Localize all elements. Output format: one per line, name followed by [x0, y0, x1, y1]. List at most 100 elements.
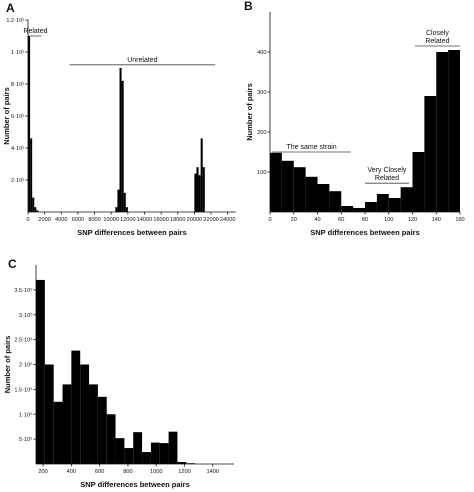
histogram-bar — [115, 438, 125, 464]
x-tick-label: 1400 — [207, 469, 219, 475]
x-tick-label: 20 — [291, 217, 297, 223]
annotation-label: Unrelated — [127, 57, 157, 64]
y-tick-label: 100 — [257, 170, 266, 176]
x-tick-label: 20000 — [187, 217, 203, 223]
histogram-bar — [293, 167, 306, 212]
y-tick-label: 6·10⁶ — [11, 113, 25, 120]
panel-c: C 200 400 600 800 1000 1200 1400 5·10⁵ 1·10⁶ 1.5·1… — [3, 257, 234, 489]
panel-a: A 0 2000 4000 6000 8000 10000 12000 14000 16000 18… — [2, 1, 236, 237]
x-tick-label: 1000 — [150, 469, 162, 475]
x-tick-label: 0 — [26, 217, 29, 223]
histogram-bar — [28, 36, 31, 212]
histogram-bar — [400, 187, 413, 212]
y-tick-label: 2.5·10⁶ — [14, 337, 32, 344]
histogram-bar — [341, 206, 354, 212]
x-tick-label: 14000 — [137, 217, 153, 223]
y-tick-label: 1·10⁶ — [19, 411, 33, 418]
y-axis-title: Number of pairs — [3, 336, 12, 394]
x-tick-label: 12000 — [120, 217, 136, 223]
x-tick-label: 8000 — [88, 217, 100, 223]
y-tick-label: 200 — [257, 130, 266, 136]
histogram-bar — [412, 152, 425, 212]
x-tick-label: 16000 — [153, 217, 169, 223]
annotation-label: The same strain — [286, 144, 336, 151]
x-tick-label: 600 — [95, 469, 104, 475]
histogram-bar — [133, 432, 143, 464]
histogram-bar — [53, 401, 63, 464]
histogram-bar — [168, 431, 178, 464]
histogram-bar — [270, 152, 282, 212]
histogram-bar — [194, 173, 197, 212]
histogram-bar — [424, 96, 437, 212]
histogram-bar — [32, 197, 35, 212]
x-tick-label: 800 — [123, 469, 132, 475]
histogram-bar — [448, 50, 461, 212]
histogram-bar — [125, 207, 128, 212]
x-tick-label: 40 — [314, 217, 320, 223]
x-axis-title: SNP differences between pairs — [310, 228, 420, 237]
histogram-bar — [36, 210, 39, 212]
histogram-bar — [376, 194, 389, 212]
y-tick-label: 3·10⁶ — [19, 312, 33, 319]
x-tick-label: 160 — [455, 217, 464, 223]
panel-letter: A — [6, 1, 15, 15]
x-tick-label: 200 — [38, 469, 47, 475]
histogram-bar — [159, 443, 169, 464]
y-tick-label: 1.5·10⁶ — [14, 386, 32, 393]
x-tick-label: 60 — [338, 217, 344, 223]
histogram-bar — [121, 80, 124, 212]
histogram-bar — [123, 192, 126, 212]
histogram-bar — [196, 167, 199, 212]
histogram-bar — [365, 202, 377, 212]
histogram-bar — [36, 279, 45, 464]
y-tick-label: 300 — [257, 90, 266, 96]
x-tick-label: 6000 — [72, 217, 84, 223]
x-tick-label: 2000 — [38, 217, 50, 223]
histogram-bar — [202, 167, 205, 212]
x-axis-title: SNP differences between pairs — [80, 480, 190, 489]
histogram-bar — [124, 448, 134, 464]
panel-b: B 0 20 40 60 80 100 120 140 160 100 200 300 400 SNP di… — [244, 0, 465, 237]
x-tick-label: 24000 — [220, 217, 236, 223]
y-tick-label: 3.5·10⁶ — [14, 287, 32, 294]
y-tick-label: 8·10⁶ — [11, 81, 25, 88]
y-axis-title: Number of pairs — [245, 83, 254, 141]
y-tick-label: 2·10⁶ — [19, 362, 33, 369]
histogram-bar — [44, 364, 54, 464]
x-tick-label: 4000 — [55, 217, 67, 223]
histogram-bar — [353, 208, 366, 212]
histogram-bar — [97, 396, 107, 464]
histogram-bar — [80, 364, 90, 464]
x-tick-label: 22000 — [203, 217, 219, 223]
histogram-bar — [177, 462, 187, 464]
annotation-label: Closely Related — [425, 30, 449, 45]
histogram-bar — [106, 414, 116, 464]
x-tick-label: 18000 — [170, 217, 186, 223]
annotation-label: Related — [23, 28, 47, 35]
histogram-bar — [281, 160, 294, 212]
histogram-bar — [62, 384, 72, 464]
x-tick-label: 100 — [384, 217, 393, 223]
histogram-bar — [198, 175, 201, 212]
histogram-bar — [89, 384, 98, 464]
y-axis-title: Number of pairs — [2, 87, 11, 145]
y-tick-label: 1.2·10⁶ — [6, 17, 24, 24]
histogram-bar — [150, 442, 160, 464]
histogram-bar — [115, 207, 118, 212]
histogram-bar — [30, 138, 33, 212]
histogram-bar — [119, 68, 122, 212]
histogram-bar — [142, 452, 151, 464]
x-tick-label: 1200 — [178, 469, 190, 475]
histogram-bar — [200, 138, 203, 212]
x-tick-label: 10000 — [103, 217, 119, 223]
y-tick-label: 400 — [257, 50, 266, 56]
x-tick-label: 120 — [408, 217, 417, 223]
x-tick-label: 0 — [268, 217, 271, 223]
y-tick-label: 4·10⁶ — [11, 145, 25, 152]
x-tick-label: 140 — [432, 217, 441, 223]
y-tick-label: 5·10⁵ — [19, 436, 33, 443]
histogram-bar — [305, 176, 318, 212]
annotation-label: Very Closely Related — [368, 167, 407, 182]
panel-letter: B — [244, 0, 253, 13]
